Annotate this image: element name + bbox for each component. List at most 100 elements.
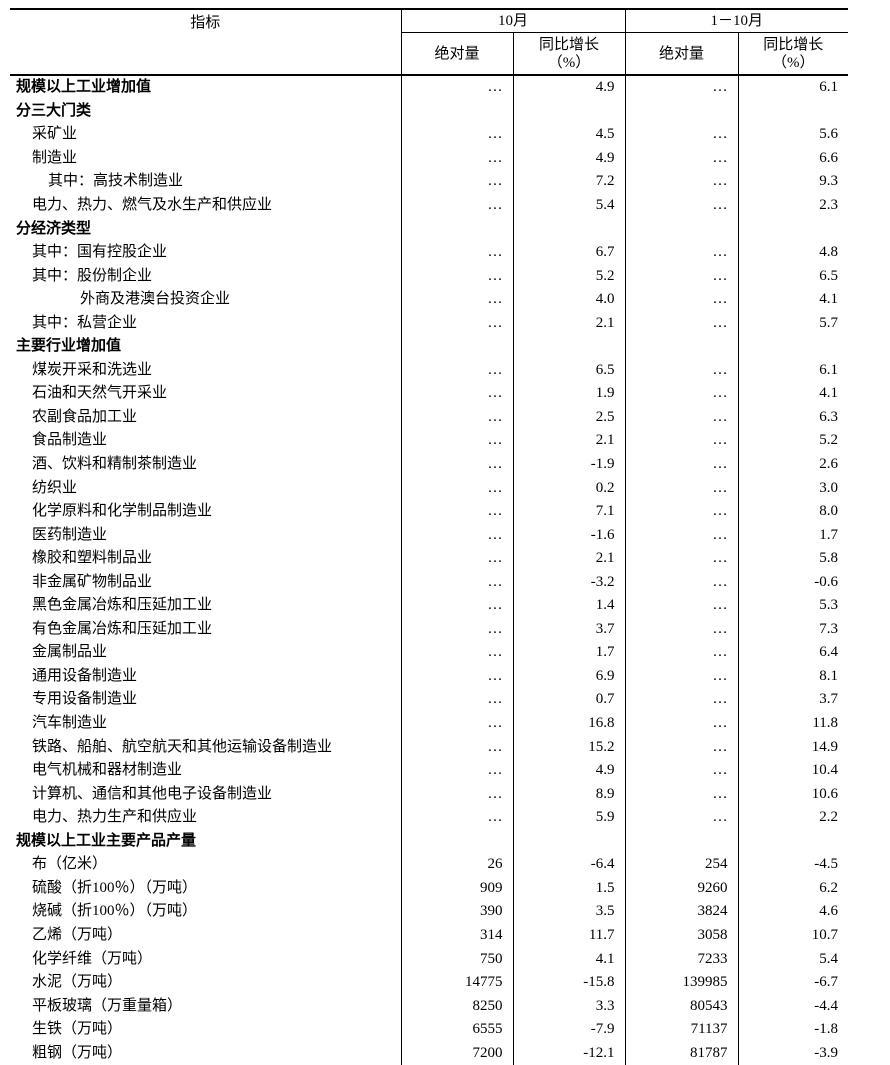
table-row: 制造业… 4.9… 6.6 [10, 146, 849, 171]
row-label: 铁路、船舶、航空航天和其他运输设备制造业 [32, 738, 333, 755]
cell-ytd-absolute: … [624, 570, 739, 595]
table-row: 有色金属冶炼和压延加工业… 3.7… 7.3 [10, 617, 849, 642]
cell-ytd-growth: 14.9 [737, 735, 849, 759]
category-row: 主要行业增加值 [10, 335, 849, 359]
header-growth-2: 同比增长 （%） [737, 32, 849, 76]
header-growth-unit: （%） [772, 54, 815, 71]
table-row: 农副食品加工业… 2.5… 6.3 [10, 405, 849, 430]
cell-ytd-growth: 5.3 [737, 594, 849, 618]
cell-oct-absolute: … [400, 287, 513, 312]
row-label: 煤炭开采和洗选业 [32, 361, 153, 378]
cell-ytd-growth: -6.7 [737, 970, 849, 995]
header-indicator: 指标 [10, 8, 401, 76]
cell-oct-absolute: … [400, 805, 513, 830]
cell-oct-absolute: … [400, 123, 513, 147]
cell-ytd-absolute: … [624, 429, 739, 453]
cell-ytd-absolute: 3824 [624, 900, 739, 924]
cell-oct-growth: 1.5 [512, 876, 626, 901]
cell-ytd-absolute [624, 829, 739, 854]
category-row: 规模以上工业主要产品产量 [10, 829, 849, 854]
cell-ytd-absolute: … [624, 641, 739, 665]
cell-oct-growth: -12.1 [512, 1041, 626, 1065]
cell-ytd-absolute: 3058 [624, 923, 739, 948]
cell-ytd-absolute: … [624, 782, 739, 806]
table-row: 平板玻璃（万重量箱） 8250 3.3 80543 -4.4 [10, 994, 849, 1018]
cell-oct-growth [512, 99, 626, 124]
cell-ytd-absolute: 71137 [624, 1017, 739, 1042]
cell-ytd-growth: 4.1 [737, 287, 849, 312]
cell-ytd-absolute: 7233 [624, 947, 739, 971]
cell-ytd-growth: 6.5 [737, 264, 849, 288]
row-label: 电力、热力、燃气及水生产和供应业 [32, 197, 273, 213]
cell-oct-growth: 2.5 [512, 405, 626, 430]
cell-ytd-growth: 6.1 [737, 75, 849, 100]
row-label: 规模以上工业主要产品产量 [16, 832, 197, 849]
cell-oct-absolute: 6555 [400, 1017, 513, 1042]
cell-ytd-growth: -1.8 [737, 1017, 849, 1042]
cell-ytd-growth: -3.9 [737, 1041, 849, 1065]
header-growth-unit: （%） [547, 54, 591, 71]
cell-ytd-absolute: … [624, 735, 739, 759]
cell-oct-absolute [400, 335, 513, 359]
row-label: 烧碱（折100％）（万吨） [32, 903, 198, 920]
table-row: 外商及港澳台投资企业… 4.0… 4.1 [10, 287, 849, 312]
table-row: 粗钢（万吨） 7200 -12.1 81787 -3.9 [10, 1041, 849, 1065]
cell-oct-absolute: … [400, 170, 513, 194]
cell-oct-growth: 6.5 [512, 358, 626, 383]
cell-ytd-growth: 10.4 [737, 758, 849, 783]
cell-oct-absolute: … [400, 240, 513, 265]
statistics-table: 指标 10月 1－10月 绝对量 同比增长 （%） 绝对量 同比增长 （%） 规模以… [10, 8, 849, 1065]
header-growth-label: 同比增长 [539, 36, 600, 53]
cell-oct-absolute: 26 [400, 853, 513, 877]
table-row: 非金属矿物制品业… -3.2… -0.6 [10, 570, 849, 595]
cell-oct-absolute: … [400, 382, 513, 406]
cell-ytd-absolute: … [624, 193, 739, 218]
cell-ytd-absolute: … [624, 476, 739, 500]
cell-ytd-growth: 6.4 [737, 641, 849, 665]
row-label: 其中：股份制企业 [32, 267, 153, 284]
cell-oct-growth [512, 829, 626, 854]
cell-oct-absolute: … [400, 146, 513, 171]
cell-ytd-absolute: … [624, 688, 739, 712]
cell-oct-growth: 5.4 [512, 193, 626, 218]
table-row: 石油和天然气开采业… 1.9… 4.1 [10, 382, 849, 406]
cell-oct-absolute: … [400, 405, 513, 430]
cell-ytd-growth: -4.4 [737, 994, 849, 1018]
row-label: 金属制品业 [32, 644, 108, 661]
cell-ytd-absolute: … [624, 170, 739, 194]
table-row: 煤炭开采和洗选业… 6.5… 6.1 [10, 358, 849, 383]
cell-ytd-growth: 4.6 [737, 900, 849, 924]
cell-oct-growth: 4.0 [512, 287, 626, 312]
cell-ytd-growth: 5.2 [737, 429, 849, 453]
cell-oct-growth: 4.1 [512, 947, 626, 971]
cell-ytd-absolute: … [624, 382, 739, 406]
cell-ytd-absolute: … [624, 499, 739, 524]
table-row: 其中：私营企业… 2.1… 5.7 [10, 311, 849, 336]
cell-oct-growth: 0.7 [512, 688, 626, 712]
cell-ytd-growth [737, 829, 849, 854]
cell-ytd-growth: 2.3 [737, 193, 849, 218]
cell-oct-growth: 7.2 [512, 170, 626, 194]
header-growth-1: 同比增长 （%） [512, 32, 626, 76]
table-row: 医药制造业… -1.6… 1.7 [10, 523, 849, 547]
table-row: 布（亿米） 26 -6.4 254 -4.5 [10, 853, 849, 877]
cell-oct-absolute: 909 [400, 876, 513, 901]
row-label: 化学原料和化学制品制造业 [32, 503, 213, 520]
cell-oct-growth: 4.5 [512, 123, 626, 147]
cell-ytd-absolute: … [624, 664, 739, 689]
cell-ytd-growth: 3.0 [737, 476, 849, 500]
cell-ytd-growth: 5.6 [737, 123, 849, 147]
row-label: 电气机械和器材制造业 [32, 762, 183, 779]
cell-oct-absolute: … [400, 499, 513, 524]
cell-ytd-absolute: … [624, 264, 739, 288]
table-row: 计算机、通信和其他电子设备制造业… 8.9… 10.6 [10, 782, 849, 806]
row-label: 石油和天然气开采业 [32, 385, 168, 402]
cell-ytd-growth: 6.3 [737, 405, 849, 430]
table-row: 其中：股份制企业… 5.2… 6.5 [10, 264, 849, 288]
cell-oct-growth: 1.4 [512, 594, 626, 618]
cell-ytd-absolute: … [624, 146, 739, 171]
cell-oct-growth: -1.6 [512, 523, 626, 547]
cell-oct-absolute: … [400, 193, 513, 218]
cell-ytd-absolute: … [624, 805, 739, 830]
row-label: 其中：高技术制造业 [48, 173, 184, 190]
